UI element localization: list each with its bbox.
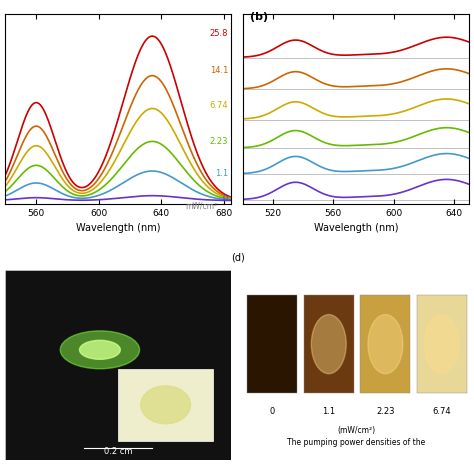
Text: (b): (b) [250,12,268,22]
Text: 0: 0 [223,194,228,203]
Text: (mW/cm²): (mW/cm²) [337,426,375,435]
Text: 0: 0 [270,407,275,416]
Text: 14.1: 14.1 [210,66,228,75]
Text: 6.74: 6.74 [433,407,451,416]
Ellipse shape [60,331,139,369]
Ellipse shape [425,315,459,374]
Ellipse shape [311,315,346,374]
X-axis label: Wavelength (nm): Wavelength (nm) [314,223,398,233]
Text: The pumping power densities of the: The pumping power densities of the [287,438,425,447]
Text: 1.1: 1.1 [322,407,335,416]
FancyBboxPatch shape [247,295,297,393]
Ellipse shape [80,340,120,359]
Text: 6.74: 6.74 [210,101,228,110]
FancyBboxPatch shape [361,295,410,393]
Text: 0.2 cm: 0.2 cm [104,447,132,456]
Text: 2.23: 2.23 [210,137,228,146]
FancyBboxPatch shape [417,295,467,393]
X-axis label: Wavelength (nm): Wavelength (nm) [76,223,160,233]
Ellipse shape [368,315,403,374]
FancyBboxPatch shape [118,369,213,441]
Text: 25.8: 25.8 [210,29,228,38]
Text: 2.23: 2.23 [376,407,395,416]
Text: 1.1: 1.1 [215,169,228,178]
FancyBboxPatch shape [304,295,354,393]
Text: mW/cm²: mW/cm² [185,201,217,210]
Text: (d): (d) [231,253,245,263]
Ellipse shape [141,386,191,424]
